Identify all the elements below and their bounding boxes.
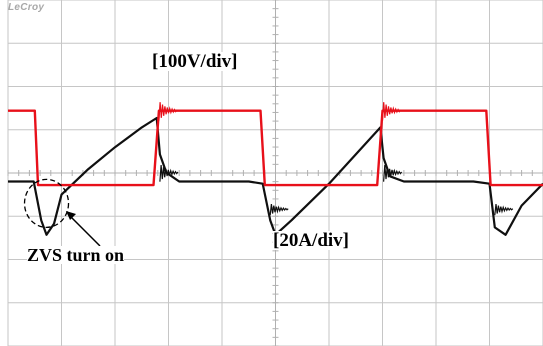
graticule [7, 0, 543, 346]
traces [8, 102, 543, 236]
zvs-arrow-shaft [67, 213, 101, 247]
voltage-scale-label: [100V/div] [152, 51, 238, 72]
annotation-marks [23, 178, 101, 247]
current-ringing [159, 165, 179, 182]
current-ringing [383, 165, 403, 182]
zvs-arrow-head [66, 211, 76, 220]
current-ringing [494, 204, 514, 216]
zvs-highlight-circle [23, 178, 70, 229]
zvs-annotation-label: ZVS turn on [27, 245, 125, 265]
current-trace [8, 116, 543, 236]
voltage-ringing [381, 102, 401, 121]
current-ringing [269, 204, 289, 216]
scope-brand-logo: LeCroy [8, 2, 45, 13]
voltage-trace [8, 109, 543, 187]
voltage-ringing [158, 102, 178, 121]
current-scale-label: [20A/div] [273, 230, 349, 251]
